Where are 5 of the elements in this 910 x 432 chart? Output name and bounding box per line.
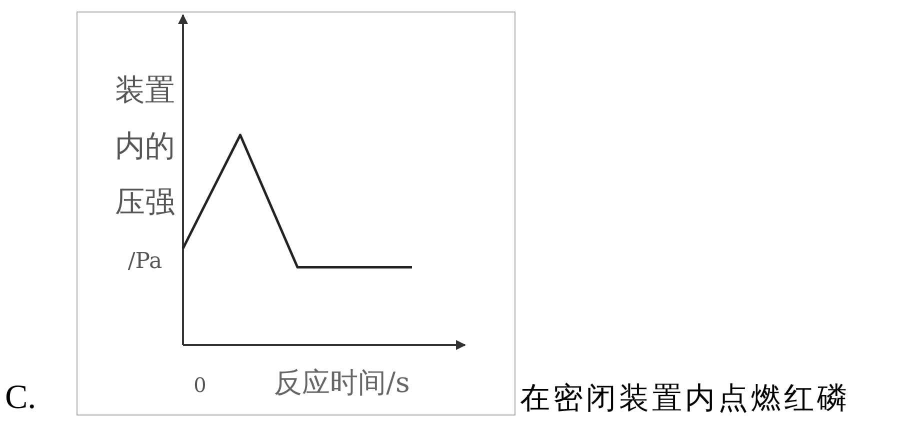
text: 在密闭装置内点燃红磷 xyxy=(520,381,850,416)
text: 0 xyxy=(194,373,206,397)
y-axis-title: 装置内的压强/Pa xyxy=(115,73,175,274)
text: C. xyxy=(5,379,36,416)
x-axis-title: 反应时间/s xyxy=(274,366,410,399)
